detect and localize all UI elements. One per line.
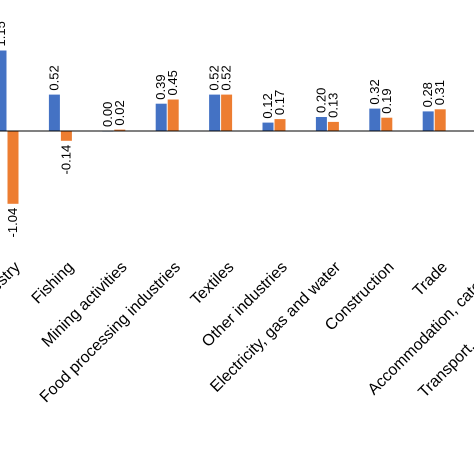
value-label-series2-cat2: -0.14	[58, 145, 73, 175]
value-label-series2-cat4: 0.45	[165, 70, 180, 95]
bar-series2-cat6	[274, 119, 286, 131]
bar-series1-cat7	[315, 117, 327, 131]
value-label-series1-cat7: 0.20	[313, 88, 328, 113]
category-label-1: Agriculture and forestry	[0, 259, 24, 388]
bar-series2-cat2	[60, 131, 72, 141]
value-label-series2-cat1: -1.04	[5, 208, 20, 238]
bar-series2-cat8	[381, 117, 393, 131]
value-label-series1-cat9: 0.28	[420, 82, 435, 107]
bar-series2-cat7	[327, 121, 339, 131]
bar-series2-cat4	[167, 99, 179, 131]
bar-series2-cat5	[221, 94, 233, 131]
value-label-series1-cat3: 0.00	[100, 102, 115, 127]
value-label-series1-cat5: 0.52	[207, 65, 222, 90]
bar-series1-cat6	[262, 122, 274, 131]
bar-series1-cat2	[48, 94, 60, 131]
value-label-series2-cat8: 0.19	[379, 88, 394, 113]
bars-group	[0, 50, 446, 204]
value-label-series2-cat5: 0.52	[219, 65, 234, 90]
value-label-series1-cat4: 0.39	[153, 74, 168, 99]
bar-series2-cat9	[434, 109, 446, 131]
value-label-series2-cat7: 0.13	[325, 93, 340, 118]
value-label-series1-cat6: 0.12	[260, 93, 275, 118]
category-label-9: Trade	[410, 259, 451, 300]
category-label-2: Fishing	[29, 259, 77, 307]
bar-series1-cat5	[209, 94, 221, 131]
value-label-series1-cat8: 0.32	[367, 79, 382, 104]
value-label-series1-cat2: 0.52	[46, 65, 61, 90]
value-labels-group: 1.15-1.040.52-0.140.000.020.390.45 0.520.…	[0, 21, 447, 237]
category-label-5: Textiles	[188, 259, 238, 309]
value-label-series2-cat3: 0.02	[112, 100, 127, 125]
value-label-series2-cat6: 0.17	[272, 90, 287, 115]
bar-series1-cat8	[369, 108, 381, 131]
bar-series2-cat3	[114, 129, 126, 131]
value-label-series2-cat9: 0.31	[432, 80, 447, 105]
value-label-series1-cat1: 1.15	[0, 21, 8, 46]
bar-series2-cat1	[7, 131, 19, 204]
bar-series1-cat1	[0, 50, 7, 131]
bar-series1-cat9	[422, 111, 434, 131]
bar-series1-cat4	[155, 103, 167, 131]
